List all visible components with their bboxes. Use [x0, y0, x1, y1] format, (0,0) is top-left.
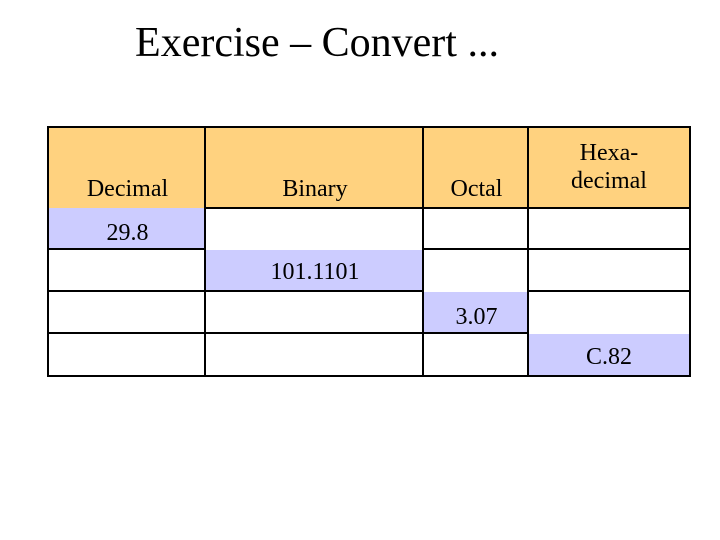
row2-binary-text: 101.1101 [270, 259, 360, 285]
slide-title: Exercise – Convert ... [135, 20, 499, 66]
header-binary: Binary [282, 176, 348, 202]
row-divider-2-left [49, 290, 424, 292]
row3-octal-text: 3.07 [455, 304, 498, 330]
row-divider-header-right [204, 207, 689, 209]
row4-hexadecimal-text: C.82 [585, 344, 632, 370]
column-divider-2 [422, 128, 424, 375]
header-decimal-cell: Decimal [49, 128, 206, 208]
row4-hexadecimal-value: C.82 [529, 334, 689, 375]
row-divider-3 [49, 332, 529, 334]
header-binary-cell: Binary [206, 128, 424, 208]
header-octal: Octal [450, 176, 503, 202]
conversion-table: Decimal Binary Octal Hexa- decimal 29.8 … [47, 126, 691, 377]
header-hexadecimal-cell: Hexa- decimal [529, 128, 689, 208]
row1-decimal-value: 29.8 [49, 208, 206, 248]
header-hexadecimal-line1: Hexa- [579, 140, 639, 166]
row1-decimal-text: 29.8 [106, 220, 149, 246]
row-divider-2-right [527, 290, 689, 292]
header-octal-cell: Octal [424, 128, 529, 208]
header-decimal: Decimal [86, 176, 169, 202]
row-divider-1-left [49, 248, 206, 250]
header-hexadecimal-line2: decimal [571, 168, 647, 194]
column-divider-1 [204, 128, 206, 375]
column-divider-3 [527, 128, 529, 375]
row-divider-1-right [422, 248, 689, 250]
row3-octal-value: 3.07 [424, 292, 529, 332]
row2-binary-value: 101.1101 [206, 250, 424, 290]
